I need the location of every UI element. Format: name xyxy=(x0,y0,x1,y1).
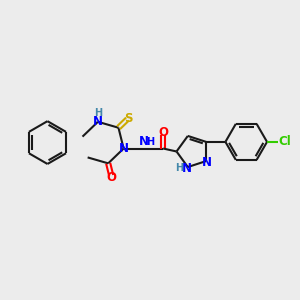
Text: H: H xyxy=(176,163,184,173)
Text: O: O xyxy=(106,171,117,184)
Text: N: N xyxy=(139,136,149,148)
Text: N: N xyxy=(118,142,129,155)
Text: H: H xyxy=(94,108,102,118)
Text: O: O xyxy=(158,126,168,139)
Text: N: N xyxy=(202,156,212,169)
Text: N: N xyxy=(93,115,103,128)
Text: Cl: Cl xyxy=(278,135,291,148)
Text: N: N xyxy=(182,162,192,175)
Text: H: H xyxy=(146,137,154,147)
Text: S: S xyxy=(124,112,133,124)
